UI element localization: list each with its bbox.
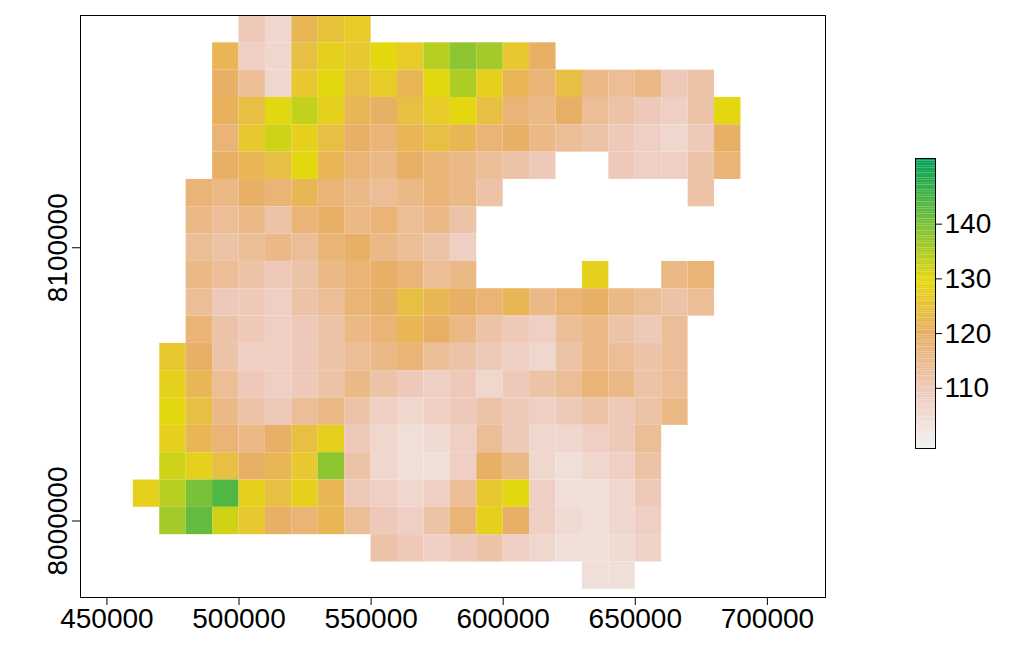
svg-text:550000: 550000 <box>324 603 417 634</box>
svg-text:110: 110 <box>945 372 990 403</box>
svg-text:700000: 700000 <box>721 603 814 634</box>
svg-text:650000: 650000 <box>589 603 682 634</box>
svg-text:140: 140 <box>945 208 992 239</box>
svg-text:500000: 500000 <box>192 603 285 634</box>
svg-text:450000: 450000 <box>60 603 153 634</box>
svg-text:8000000: 8000000 <box>42 466 73 575</box>
svg-text:600000: 600000 <box>456 603 549 634</box>
svg-text:130: 130 <box>945 263 992 294</box>
svg-text:120: 120 <box>945 318 992 349</box>
svg-text:8100000: 8100000 <box>42 193 73 302</box>
